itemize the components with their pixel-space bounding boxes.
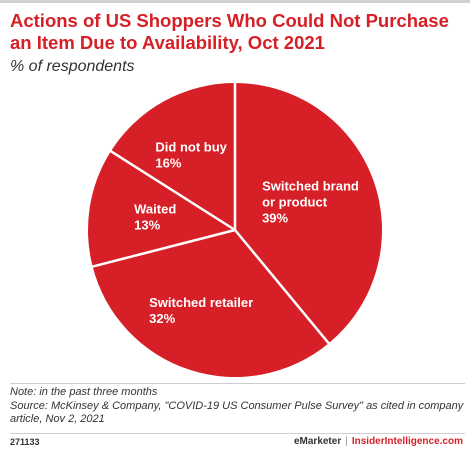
slice-value-label: 13% — [134, 217, 160, 232]
footer-divider — [10, 433, 465, 434]
pie-slice-waited — [88, 151, 236, 267]
slice-separator — [109, 149, 236, 232]
slice-value-label: 32% — [149, 311, 175, 326]
slice-name-label: Switched brand — [262, 179, 359, 194]
notes-divider — [10, 383, 465, 384]
slice-label-switched-retailer: Switched retailer 32% — [149, 295, 253, 326]
slice-name-label: Did not buy — [155, 139, 227, 154]
chart-title: Actions of US Shoppers Who Could Not Pur… — [10, 10, 449, 53]
slice-separator — [91, 228, 236, 269]
site-link[interactable]: InsiderIntelligence.com — [351, 436, 463, 447]
slice-name-label: or product — [262, 195, 328, 210]
footer-brand: eMarketer | InsiderIntelligence.com — [294, 436, 463, 447]
slice-label-waited: Waited 13% — [134, 201, 176, 232]
chart-id: 271133 — [10, 437, 40, 447]
top-rule — [0, 0, 470, 3]
brand-separator: | — [345, 436, 348, 447]
chart-subtitle: % of respondents — [10, 58, 135, 75]
slice-value-label: 16% — [155, 155, 181, 170]
brand-name: eMarketer — [293, 436, 342, 447]
slice-label-switched-brand-or-product: Switched brand or product 39% — [262, 179, 359, 226]
slice-value-label: 39% — [262, 211, 288, 226]
pie-labels: Switched brand or product 39% Switched reta… — [134, 139, 359, 326]
slice-separator — [234, 229, 331, 345]
slice-name-label: Switched retailer — [149, 295, 253, 310]
notes: Note: in the past three months Source: M… — [10, 386, 465, 427]
pie-slice-did-not-buy — [110, 83, 235, 230]
source-text: Source: McKinsey & Company, "COVID-19 US… — [10, 399, 464, 426]
pie-slice-switched-retailer — [92, 230, 329, 378]
slice-name-label: Waited — [134, 201, 176, 216]
note-text: Note: in the past three months — [10, 386, 158, 398]
pie-slice-switched-brand-or-product — [235, 83, 382, 344]
pie-slices — [88, 82, 382, 378]
slice-label-did-not-buy: Did not buy 16% — [155, 139, 227, 170]
